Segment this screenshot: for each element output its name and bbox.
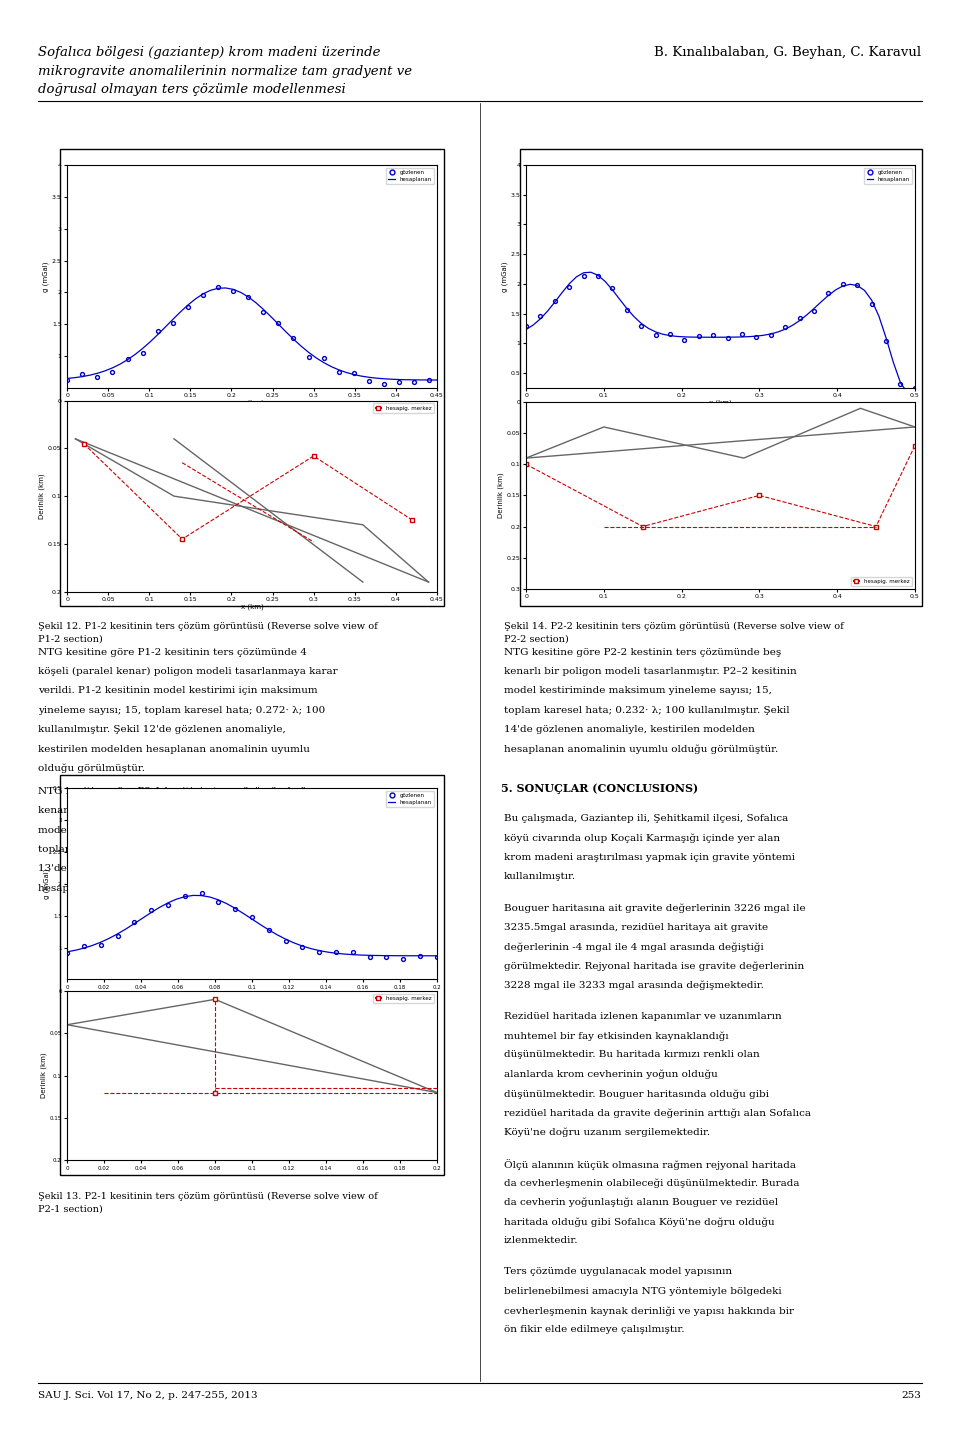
- Text: alanlarda krom cevherinin yoğun olduğu: alanlarda krom cevherinin yoğun olduğu: [504, 1070, 718, 1080]
- Text: kullanılmıştır.: kullanılmıştır.: [504, 872, 576, 882]
- Text: toplam karesel hata; 0.10· λ; 100 kullanılmıştır. Şekil: toplam karesel hata; 0.10· λ; 100 kullan…: [38, 844, 318, 854]
- Text: Bouguer haritasına ait gravite değerlerinin 3226 mgal ile: Bouguer haritasına ait gravite değerleri…: [504, 903, 805, 913]
- Y-axis label: Derinlik (km): Derinlik (km): [40, 1053, 47, 1099]
- Text: kenarlı bir poligon modeli tasarlanmıştır. P2–2 kesitinin: kenarlı bir poligon modeli tasarlanmıştı…: [504, 666, 797, 676]
- Text: Köyü'ne doğru uzanım sergilemektedir.: Köyü'ne doğru uzanım sergilemektedir.: [504, 1129, 710, 1137]
- Text: doğrusal olmayan ters çözümle modellenmesi: doğrusal olmayan ters çözümle modellenme…: [38, 83, 347, 96]
- Legend: gözlenen, hesaplanan: gözlenen, hesaplanan: [864, 168, 912, 184]
- Text: da cevherin yoğunlaştığı alanın Bouguer ve rezidüel: da cevherin yoğunlaştığı alanın Bouguer …: [504, 1198, 779, 1208]
- Text: düşünülmektedir. Bu haritada kırmızı renkli olan: düşünülmektedir. Bu haritada kırmızı ren…: [504, 1051, 759, 1060]
- Text: Ters çözümde uygulanacak model yapısının: Ters çözümde uygulanacak model yapısının: [504, 1268, 732, 1277]
- Text: NTG kesitine göre P1-2 kesitinin ters çözümünde 4: NTG kesitine göre P1-2 kesitinin ters çö…: [38, 648, 307, 656]
- Text: da cevherleşmenin olabileceği düşünülmektedir. Burada: da cevherleşmenin olabileceği düşünülmek…: [504, 1179, 800, 1188]
- Text: 14'de gözlenen anomaliyle, kestirilen modelden: 14'de gözlenen anomaliyle, kestirilen mo…: [504, 725, 755, 734]
- Text: ön fikir elde edilmeye çalışılmıştır.: ön fikir elde edilmeye çalışılmıştır.: [504, 1325, 684, 1334]
- Text: model kestiriminde maksimum yineleme sayısı; 15,: model kestiriminde maksimum yineleme say…: [38, 826, 306, 834]
- Text: değerlerinin -4 mgal ile 4 mgal arasında değiştiği: değerlerinin -4 mgal ile 4 mgal arasında…: [504, 942, 764, 952]
- Legend: hesapig. merkez: hesapig. merkez: [372, 404, 434, 414]
- Text: kenarlı bir poligon modeli tasarlanmıştır. P2-1 kesitinin: kenarlı bir poligon modeli tasarlanmıştı…: [38, 807, 329, 816]
- Text: muhtemel bir fay etkisinden kaynaklandığı: muhtemel bir fay etkisinden kaynaklandığ…: [504, 1031, 729, 1041]
- Text: köyü civarında olup Koçali Karmaşığı içinde yer alan: köyü civarında olup Koçali Karmaşığı içi…: [504, 833, 780, 843]
- Text: 3228 mgal ile 3233 mgal arasında değişmektedir.: 3228 mgal ile 3233 mgal arasında değişme…: [504, 981, 764, 991]
- Text: Şekil 12. P1-2 kesitinin ters çözüm görüntüsü (Reverse solve view of: Şekil 12. P1-2 kesitinin ters çözüm görü…: [38, 622, 378, 630]
- Text: belirlenebilmesi amacıyla NTG yöntemiyle bölgedeki: belirlenebilmesi amacıyla NTG yöntemiyle…: [504, 1287, 781, 1295]
- Legend: hesapig. merkez: hesapig. merkez: [851, 576, 912, 586]
- Y-axis label: Derinlik (km): Derinlik (km): [497, 472, 504, 518]
- Text: 3235.5mgal arasında, rezidüel haritaya ait gravite: 3235.5mgal arasında, rezidüel haritaya a…: [504, 923, 768, 932]
- Text: NTG kesitine göre P2-2 kestinin ters çözümünde beş: NTG kesitine göre P2-2 kestinin ters çöz…: [504, 648, 781, 656]
- Legend: gözlenen, hesaplanan: gözlenen, hesaplanan: [386, 791, 434, 807]
- Text: olduğu görülmüştür.: olduğu görülmüştür.: [38, 764, 145, 774]
- Text: yineleme sayısı; 15, toplam karesel hata; 0.272· λ; 100: yineleme sayısı; 15, toplam karesel hata…: [38, 705, 325, 715]
- Text: Rezidüel haritada izlenen kapanımlar ve uzanımların: Rezidüel haritada izlenen kapanımlar ve …: [504, 1012, 781, 1021]
- Text: hesaplanan anomalinin uyumlu olduğu görülmüştür.: hesaplanan anomalinin uyumlu olduğu görü…: [504, 744, 779, 754]
- Text: 253: 253: [901, 1391, 922, 1400]
- Text: NTG kesitine göre P2-1 kesitinin ters çözümünde üç: NTG kesitine göre P2-1 kesitinin ters çö…: [38, 787, 313, 796]
- Text: 5. SONUÇLAR (CONCLUSIONS): 5. SONUÇLAR (CONCLUSIONS): [501, 783, 699, 794]
- Text: P1-2 section): P1-2 section): [38, 635, 103, 643]
- Legend: gözlenen, hesaplanan: gözlenen, hesaplanan: [386, 168, 434, 184]
- Y-axis label: Derinlik (km): Derinlik (km): [38, 474, 45, 518]
- Text: toplam karesel hata; 0.232· λ; 100 kullanılmıştır. Şekil: toplam karesel hata; 0.232· λ; 100 kulla…: [504, 705, 790, 715]
- Text: Ölçü alanının küçük olmasına rağmen rejyonal haritada: Ölçü alanının küçük olmasına rağmen rejy…: [504, 1159, 796, 1170]
- X-axis label: x (km): x (km): [709, 399, 732, 406]
- Text: model kestiriminde maksimum yineleme sayısı; 15,: model kestiriminde maksimum yineleme say…: [504, 686, 772, 695]
- Text: izlenmektedir.: izlenmektedir.: [504, 1236, 579, 1245]
- Text: verildi. P1-2 kesitinin model kestirimi için maksimum: verildi. P1-2 kesitinin model kestirimi …: [38, 686, 318, 695]
- Text: P2-2 section): P2-2 section): [504, 635, 568, 643]
- X-axis label: x (km): x (km): [241, 991, 263, 998]
- Y-axis label: g (mGal): g (mGal): [501, 261, 508, 292]
- Text: köşeli (paralel kenar) poligon modeli tasarlanmaya karar: köşeli (paralel kenar) poligon modeli ta…: [38, 666, 338, 676]
- Text: rezidüel haritada da gravite değerinin arttığı alan Sofalıca: rezidüel haritada da gravite değerinin a…: [504, 1109, 811, 1119]
- Text: düşünülmektedir. Bouguer haritasında olduğu gibi: düşünülmektedir. Bouguer haritasında old…: [504, 1090, 769, 1099]
- Text: B. Kınalıbalaban, G. Beyhan, C. Karavul: B. Kınalıbalaban, G. Beyhan, C. Karavul: [655, 46, 922, 59]
- Text: Sofalıca bölgesi (gaziantep) krom madeni üzerinde: Sofalıca bölgesi (gaziantep) krom madeni…: [38, 46, 381, 59]
- Text: cevherleşmenin kaynak derinliği ve yapısı hakkında bir: cevherleşmenin kaynak derinliği ve yapıs…: [504, 1307, 794, 1315]
- Text: hesaplanan anomalinin uyumlu olduğu görülmüştür.: hesaplanan anomalinin uyumlu olduğu görü…: [38, 883, 313, 893]
- Text: görülmektedir. Rejyonal haritada ise gravite değerlerinin: görülmektedir. Rejyonal haritada ise gra…: [504, 962, 804, 971]
- Text: Bu çalışmada, Gaziantep ili, Şehitkamil ilçesi, Sofalıca: Bu çalışmada, Gaziantep ili, Şehitkamil …: [504, 814, 788, 823]
- Text: P2-1 section): P2-1 section): [38, 1205, 103, 1213]
- Text: SAU J. Sci. Vol 17, No 2, p. 247-255, 2013: SAU J. Sci. Vol 17, No 2, p. 247-255, 20…: [38, 1391, 258, 1400]
- Text: mikrogravite anomalilerinin normalize tam gradyent ve: mikrogravite anomalilerinin normalize ta…: [38, 65, 413, 78]
- Text: krom madeni araştırılması yapmak için gravite yöntemi: krom madeni araştırılması yapmak için gr…: [504, 853, 795, 862]
- Text: 13'de gözlenen anomaliyle, kestirilen modelden: 13'de gözlenen anomaliyle, kestirilen mo…: [38, 864, 289, 873]
- Text: Şekil 13. P2-1 kesitinin ters çözüm görüntüsü (Reverse solve view of: Şekil 13. P2-1 kesitinin ters çözüm görü…: [38, 1192, 378, 1200]
- Y-axis label: g (mGal): g (mGal): [42, 261, 49, 292]
- Legend: hesapig. merkez: hesapig. merkez: [372, 994, 434, 1004]
- Text: Şekil 14. P2-2 kesitinin ters çözüm görüntüsü (Reverse solve view of: Şekil 14. P2-2 kesitinin ters çözüm görü…: [504, 622, 844, 630]
- X-axis label: x (km): x (km): [241, 603, 263, 610]
- Text: haritada olduğu gibi Sofalıca Köyü'ne doğru olduğu: haritada olduğu gibi Sofalıca Köyü'ne do…: [504, 1218, 775, 1226]
- Y-axis label: g (mGal): g (mGal): [43, 869, 50, 899]
- Text: kestirilen modelden hesaplanan anomalinin uyumlu: kestirilen modelden hesaplanan anomalini…: [38, 744, 310, 754]
- X-axis label: x (km): x (km): [241, 399, 263, 406]
- Text: kullanılmıştır. Şekil 12'de gözlenen anomaliyle,: kullanılmıştır. Şekil 12'de gözlenen ano…: [38, 725, 286, 734]
